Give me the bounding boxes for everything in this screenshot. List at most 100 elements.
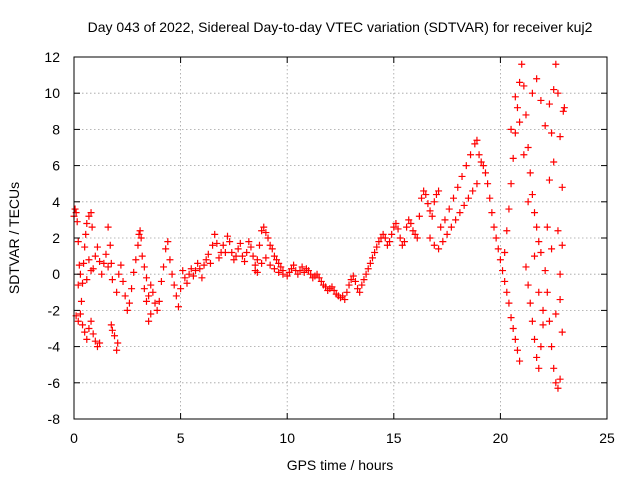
data-point bbox=[362, 270, 370, 278]
data-point bbox=[123, 306, 131, 314]
data-point bbox=[471, 140, 479, 148]
data-point bbox=[130, 268, 138, 276]
data-point bbox=[83, 335, 91, 343]
data-point bbox=[226, 238, 234, 246]
data-point bbox=[430, 198, 438, 206]
data-point bbox=[315, 274, 323, 282]
data-point bbox=[535, 364, 543, 372]
data-point bbox=[285, 268, 293, 276]
data-point bbox=[499, 267, 507, 275]
data-point bbox=[537, 248, 545, 256]
data-point bbox=[524, 144, 532, 151]
data-point bbox=[520, 151, 528, 159]
data-point bbox=[245, 238, 253, 246]
data-point bbox=[307, 270, 315, 278]
data-point bbox=[375, 238, 383, 246]
data-point bbox=[537, 343, 545, 351]
data-point bbox=[260, 223, 268, 231]
data-point bbox=[85, 212, 93, 220]
data-point bbox=[162, 245, 170, 253]
data-point bbox=[559, 107, 567, 115]
data-point bbox=[428, 212, 436, 220]
data-point bbox=[552, 379, 560, 387]
data-point bbox=[403, 223, 411, 231]
data-point bbox=[228, 248, 236, 256]
data-point bbox=[426, 234, 434, 242]
data-point bbox=[550, 86, 558, 94]
data-point bbox=[469, 187, 477, 195]
data-point bbox=[422, 191, 430, 199]
data-point bbox=[507, 125, 515, 133]
y-tick-label: 8 bbox=[52, 121, 60, 137]
data-point bbox=[426, 207, 434, 215]
data-point bbox=[277, 263, 285, 271]
data-point bbox=[166, 256, 174, 264]
data-point bbox=[136, 227, 144, 235]
grid-lines bbox=[74, 57, 607, 419]
data-point bbox=[558, 241, 566, 249]
y-tick-label: 6 bbox=[52, 158, 60, 174]
data-point bbox=[74, 281, 82, 289]
data-point bbox=[548, 129, 556, 137]
data-point bbox=[187, 265, 195, 273]
data-point bbox=[328, 283, 336, 291]
data-point bbox=[533, 223, 541, 231]
data-point bbox=[100, 259, 108, 267]
y-tick-label: 12 bbox=[44, 49, 60, 65]
data-point bbox=[149, 288, 157, 296]
data-point bbox=[556, 133, 564, 141]
data-point bbox=[411, 230, 419, 238]
data-point bbox=[460, 201, 468, 209]
data-point bbox=[151, 299, 159, 307]
chart-title: Day 043 of 2022, Sidereal Day-to-day VTE… bbox=[88, 19, 593, 35]
data-point bbox=[147, 281, 155, 289]
data-point bbox=[93, 243, 101, 251]
data-point bbox=[379, 230, 387, 238]
y-tick-label: 4 bbox=[52, 194, 60, 210]
data-point bbox=[552, 60, 560, 68]
data-point bbox=[552, 310, 560, 318]
data-point bbox=[183, 279, 191, 287]
data-point bbox=[507, 180, 515, 188]
data-point bbox=[473, 180, 481, 188]
data-point bbox=[189, 272, 197, 280]
data-point bbox=[462, 162, 470, 170]
data-point bbox=[522, 111, 530, 119]
data-point bbox=[537, 96, 545, 104]
data-point bbox=[83, 220, 91, 228]
data-point bbox=[458, 172, 466, 180]
data-point bbox=[492, 234, 500, 242]
data-point bbox=[219, 241, 227, 249]
data-point bbox=[364, 265, 372, 273]
data-point bbox=[409, 227, 417, 235]
data-point bbox=[168, 270, 176, 278]
data-point bbox=[138, 252, 146, 260]
data-point bbox=[196, 265, 204, 273]
data-point bbox=[119, 277, 127, 285]
y-tick-label: -8 bbox=[48, 411, 61, 427]
data-point bbox=[236, 239, 244, 247]
data-point bbox=[347, 276, 355, 284]
data-point bbox=[509, 154, 517, 162]
y-tick-label: 10 bbox=[44, 85, 60, 101]
data-point bbox=[194, 259, 202, 267]
data-point bbox=[247, 243, 255, 251]
data-point bbox=[449, 194, 457, 202]
data-point bbox=[221, 248, 229, 256]
data-point bbox=[232, 252, 240, 260]
data-point bbox=[142, 297, 150, 305]
data-point bbox=[486, 194, 494, 202]
data-point bbox=[533, 75, 541, 83]
data-point bbox=[140, 263, 148, 271]
data-point bbox=[467, 151, 475, 159]
data-point bbox=[543, 223, 551, 231]
data-point bbox=[74, 238, 82, 246]
data-point bbox=[140, 285, 148, 293]
data-point bbox=[305, 267, 313, 275]
data-point bbox=[145, 292, 153, 300]
data-point bbox=[505, 205, 513, 213]
data-point bbox=[104, 223, 112, 231]
data-point bbox=[373, 243, 381, 251]
data-point bbox=[535, 238, 543, 246]
